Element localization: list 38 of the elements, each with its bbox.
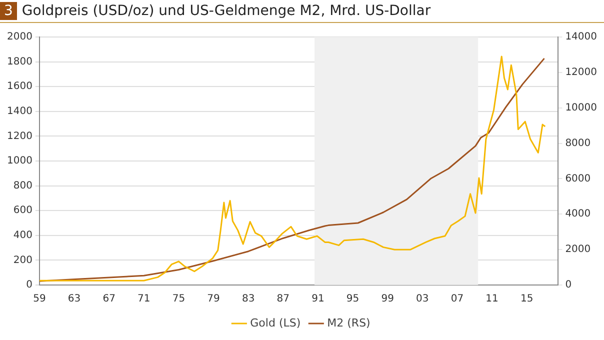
y-tick-label: 0 [26, 280, 32, 291]
y-tick-label: 600 [13, 205, 32, 216]
y-tick-label: 1200 [6, 130, 32, 142]
x-tick-label: 71 [138, 294, 150, 305]
x-tick-label: 75 [172, 294, 186, 305]
legend-label: M2 (RS) [327, 316, 370, 330]
y-tick-label: 1400 [6, 106, 32, 117]
y2-tick-label: 0 [565, 280, 572, 291]
x-tick-label: 91 [312, 294, 324, 305]
y2-tick-label: 10000 [565, 102, 597, 114]
x-tick-label: 03 [416, 294, 429, 305]
x-tick-label: 63 [68, 294, 81, 305]
y2-tick-label: 2000 [565, 244, 591, 256]
y-tick-label: 2000 [6, 32, 32, 43]
x-tick-label: 67 [102, 294, 116, 305]
y-tick-label: 200 [13, 254, 32, 266]
y-tick-label: 1600 [6, 81, 32, 92]
y2-tick-label: 8000 [565, 138, 591, 149]
x-tick-label: 07 [450, 294, 464, 305]
y2-tick-label: 6000 [565, 173, 591, 184]
y2-tick-label: 14000 [565, 32, 597, 43]
x-tick-label: 95 [346, 294, 360, 305]
x-tick-label: 15 [520, 294, 534, 305]
y2-tick-label: 4000 [565, 208, 591, 220]
y-tick-label: 1800 [6, 56, 32, 68]
y-tick-label: 400 [13, 230, 32, 241]
x-tick-label: 79 [207, 294, 220, 305]
x-tick-label: 99 [381, 294, 394, 305]
y-tick-label: 800 [13, 180, 32, 192]
x-tick-label: 59 [33, 294, 46, 305]
y-tick-label: 1000 [6, 156, 32, 167]
x-tick-label: 87 [276, 294, 290, 305]
legend-label: Gold (LS) [250, 316, 301, 330]
text: 3 [0, 2, 17, 20]
x-tick-label: 83 [242, 294, 255, 305]
chart-title: Goldpreis (USD/oz) und US-Geldmenge M2, Mrd. US-Dollar [22, 3, 431, 19]
x-tick-label: 11 [486, 294, 498, 305]
y2-tick-label: 12000 [565, 67, 597, 78]
